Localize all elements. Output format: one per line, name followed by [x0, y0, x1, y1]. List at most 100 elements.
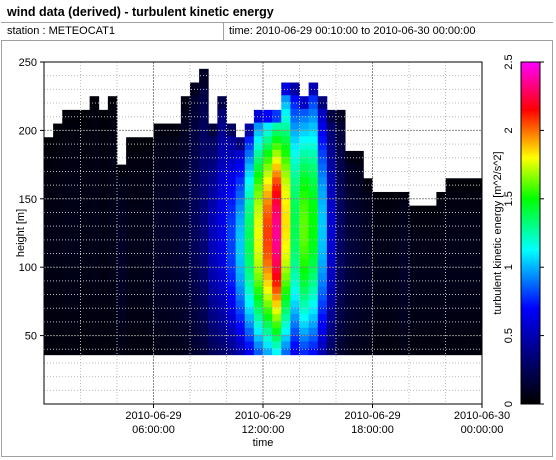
heatmap-cell	[272, 231, 282, 239]
heatmap-cell	[263, 279, 273, 287]
heatmap-cell	[144, 320, 154, 328]
heatmap-cell	[445, 334, 456, 342]
heatmap-column	[226, 123, 237, 356]
heatmap-cell	[445, 286, 456, 294]
heatmap-cell	[117, 347, 127, 356]
heatmap-cell	[80, 211, 91, 219]
heatmap-cell	[354, 293, 364, 301]
heatmap-column	[117, 164, 127, 356]
heatmap-cell	[354, 217, 364, 226]
x-tick-label-date: 2010-06-30	[454, 410, 510, 422]
heatmap-cell	[98, 300, 109, 308]
heatmap-cell	[62, 149, 72, 157]
heatmap-cell	[80, 306, 91, 315]
heatmap-cell	[253, 252, 264, 260]
heatmap-cell	[190, 129, 200, 137]
heatmap-cell	[308, 135, 319, 144]
heatmap-cell	[98, 115, 109, 123]
heatmap-cell	[208, 265, 218, 274]
heatmap-cell	[135, 272, 145, 280]
heatmap-cell	[144, 313, 154, 321]
heatmap-cell	[53, 272, 63, 280]
heatmap-column	[454, 178, 465, 356]
heatmap-cell	[409, 293, 419, 301]
heatmap-cell	[190, 293, 200, 301]
heatmap-cell	[71, 286, 81, 294]
heatmap-cell	[263, 252, 273, 260]
heatmap-cell	[244, 224, 255, 233]
heatmap-cell	[363, 265, 373, 274]
heatmap-cell	[253, 204, 264, 212]
heatmap-cell	[454, 300, 465, 308]
heatmap-cell	[436, 245, 446, 253]
heatmap-cell	[272, 156, 282, 164]
heatmap-cell	[263, 142, 273, 150]
heatmap-cell	[117, 286, 127, 294]
heatmap-cell	[354, 170, 364, 178]
heatmap-cell	[62, 279, 72, 287]
heatmap-cell	[71, 156, 81, 164]
heatmap-cell	[445, 272, 456, 280]
heatmap-cell	[354, 272, 364, 280]
heatmap-cell	[263, 129, 273, 137]
heatmap-cell	[317, 96, 328, 103]
heatmap-cell	[418, 334, 428, 342]
heatmap-cell	[272, 176, 282, 185]
heatmap-cell	[144, 217, 154, 226]
heatmap-cell	[71, 190, 81, 198]
heatmap-cell	[299, 176, 310, 185]
heatmap-cell	[281, 238, 291, 246]
heatmap-cell	[463, 183, 474, 191]
heatmap-cell	[153, 211, 164, 219]
heatmap-cell	[281, 217, 291, 226]
heatmap-cell	[436, 252, 446, 260]
heatmap-cell	[281, 156, 291, 164]
heatmap-cell	[162, 170, 173, 178]
heatmap-cell	[390, 197, 401, 205]
heatmap-cell	[463, 300, 474, 308]
heatmap-cell	[244, 300, 255, 308]
heatmap-cell	[253, 279, 264, 287]
heatmap-cell	[162, 313, 173, 321]
heatmap-cell	[272, 149, 282, 157]
heatmap-cell	[436, 265, 446, 274]
heatmap-cell	[199, 197, 209, 205]
heatmap-cell	[281, 163, 291, 171]
heatmap-cell	[80, 149, 91, 157]
heatmap-cell	[427, 217, 437, 226]
heatmap-cell	[153, 341, 164, 349]
heatmap-cell	[62, 115, 72, 123]
heatmap-cell	[299, 149, 310, 157]
heatmap-cell	[272, 211, 282, 219]
heatmap-cell	[98, 142, 109, 150]
heatmap-cell	[53, 245, 63, 253]
heatmap-cell	[336, 279, 346, 287]
heatmap-cell	[89, 142, 100, 150]
heatmap-column	[44, 137, 54, 356]
heatmap-cell	[399, 265, 410, 274]
heatmap-cell	[253, 211, 264, 219]
heatmap-cell	[53, 190, 63, 198]
heatmap-cell	[399, 197, 410, 205]
heatmap-cell	[80, 190, 91, 198]
heatmap-cell	[399, 238, 410, 246]
heatmap-cell	[436, 306, 446, 315]
heatmap-cell	[171, 293, 182, 301]
heatmap-cell	[290, 108, 300, 116]
heatmap-cell	[107, 122, 118, 130]
heatmap-cell	[290, 176, 300, 185]
heatmap-cell	[53, 224, 63, 233]
heatmap-cell	[372, 211, 383, 219]
heatmap-cell	[180, 96, 191, 103]
heatmap-cell	[418, 265, 428, 274]
heatmap-cell	[199, 293, 209, 301]
heatmap-cell	[180, 211, 191, 219]
heatmap-cell	[98, 197, 109, 205]
heatmap-cell	[354, 176, 364, 185]
heatmap-cell	[199, 135, 209, 144]
heatmap-cell	[171, 217, 182, 226]
heatmap-cell	[308, 327, 319, 335]
heatmap-cell	[171, 142, 182, 150]
heatmap-cell	[381, 197, 392, 205]
heatmap-cell	[317, 252, 328, 260]
